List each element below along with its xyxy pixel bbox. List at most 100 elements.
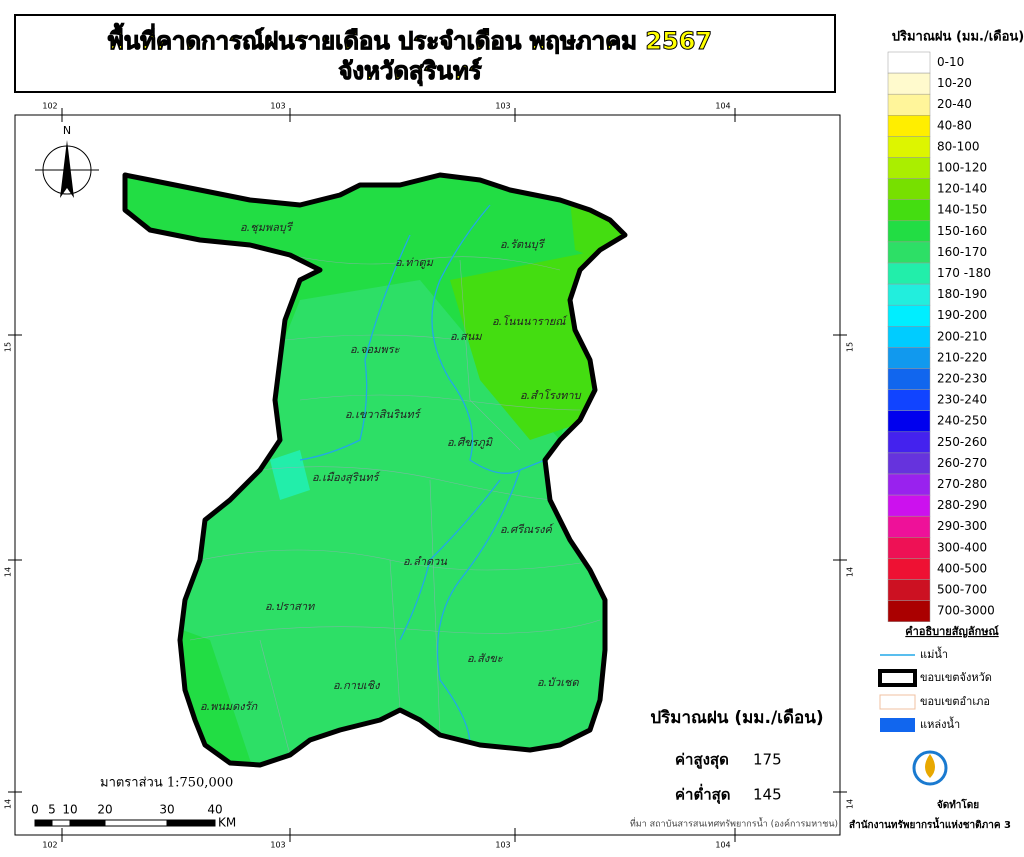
legend-swatch: [887, 136, 931, 158]
scale-text: มาตราส่วน 1:750,000: [100, 776, 233, 791]
rivers: [299, 204, 546, 746]
sym-district: [879, 694, 916, 710]
sym-water: [880, 718, 915, 732]
legend-swatch: [887, 241, 931, 264]
legend-label: 190-200: [937, 308, 987, 322]
district-label: อ.ลำดวน: [403, 555, 447, 568]
legend-label: 80-100: [937, 139, 980, 153]
scale-segment: [69, 819, 106, 827]
legend-label: 140-150: [937, 203, 987, 217]
legend-swatch: [887, 51, 931, 74]
legend-swatch: [887, 347, 931, 369]
legend-label: 240-250: [937, 414, 987, 428]
district-label: อ.รัตนบุรี: [500, 238, 546, 251]
legend-label: 120-140: [937, 182, 987, 196]
district-label: อ.บัวเชด: [537, 676, 579, 689]
scale-segment: [166, 819, 216, 827]
scale-segment: [51, 819, 71, 827]
grid-label-bottom: 103: [495, 841, 510, 850]
legend-swatch: [887, 473, 931, 496]
legend-swatch: [887, 494, 931, 517]
credit-org: สำนักงานทรัพยากรน้ำแห่งชาติภาค 3: [849, 817, 1011, 831]
scale-tick: 5: [48, 803, 56, 817]
legend-label: 100-120: [937, 161, 987, 175]
district-label: อ.โนนนารายณ์: [492, 315, 568, 328]
legend-label: 200-210: [937, 329, 987, 343]
legend-swatch: [887, 157, 931, 179]
grid-label-right: 14: [846, 567, 855, 577]
legend-swatch: [887, 72, 931, 95]
legend-label: 270-280: [937, 477, 987, 491]
legend-label: 260-270: [937, 456, 987, 470]
legend-label: 10-20: [937, 76, 972, 90]
legend-swatch: [887, 326, 931, 348]
legend-label: 500-700: [937, 583, 987, 597]
legend-swatch: [887, 537, 931, 559]
legend-label: 400-500: [937, 561, 987, 575]
district-label: อ.พนมดงรัก: [200, 700, 259, 713]
legend-label: 0-10: [937, 55, 964, 69]
stats-max: 175: [753, 751, 782, 769]
district-label: อ.จอมพระ: [350, 343, 401, 356]
credit-label: จัดทำโดย: [937, 798, 979, 811]
legend-label: 700-3000: [937, 604, 995, 618]
legend-swatch: [887, 93, 931, 116]
grid-label-bottom: 103: [270, 841, 285, 850]
grid-label-top: 103: [495, 102, 510, 111]
grid-label-right: 15: [846, 342, 855, 352]
scale-segment: [104, 819, 168, 827]
district-label: อ.สำโรงทาบ: [520, 389, 582, 402]
legend-swatch: [887, 515, 931, 538]
legend-label: 220-230: [937, 372, 987, 386]
district-boundaries: [189, 254, 601, 756]
symbol-label: ขอบเขตอำเภอ: [920, 695, 990, 708]
grid-label-top: 102: [42, 102, 57, 111]
legend-title: ปริมาณฝน (มม./เดือน): [892, 29, 1024, 45]
grid-label-left: 14: [4, 799, 13, 809]
grid-label-right: 14: [846, 799, 855, 809]
district-label: อ.เขวาสินรินทร์: [345, 408, 423, 421]
legend-swatch: [887, 410, 931, 433]
symbols-title: คำอธิบายสัญลักษณ์: [905, 625, 999, 638]
district-label: อ.ศีขรภูมิ: [447, 436, 493, 449]
stats-max-label: ค่าสูงสุด: [675, 751, 729, 770]
district-label: อ.สังขะ: [467, 652, 504, 665]
scale-segment: [34, 819, 53, 827]
legend-label: 250-260: [937, 435, 987, 449]
legend-swatch: [887, 389, 931, 411]
symbol-label: ขอบเขตจังหวัด: [920, 671, 992, 684]
zone-170-180: [270, 450, 310, 500]
legend-label: 20-40: [937, 97, 972, 111]
legend-swatch: [887, 452, 931, 475]
scale-tick: 30: [159, 803, 174, 817]
legend-swatch: [887, 600, 931, 622]
legend-swatch: [887, 304, 931, 327]
district-label: อ.กาบเชิง: [333, 679, 381, 692]
legend-swatch: [887, 220, 931, 243]
district-label: อ.ท่าตูม: [395, 256, 434, 269]
district-label: อ.ชุมพลบุรี: [240, 221, 294, 234]
legend-label: 290-300: [937, 519, 987, 533]
grid-label-left: 14: [4, 567, 13, 577]
legend-swatch: [887, 431, 931, 454]
scale-unit: KM: [218, 816, 236, 830]
grid-label-bottom: 102: [42, 841, 57, 850]
scale-tick: 40: [207, 803, 222, 817]
title: พื้นที่คาดการณ์ฝนรายเดือน ประจำเดือน พฤษ…: [108, 22, 712, 55]
logo: [912, 750, 948, 786]
symbol-label: แม่น้ำ: [920, 646, 948, 661]
legend-label: 160-170: [937, 245, 987, 259]
legend-label: 170 -180: [937, 266, 991, 280]
district-label: อ.ศรีณรงค์: [500, 523, 555, 536]
stats-min-label: ค่าต่ำสุด: [675, 784, 731, 805]
legend-swatch: [887, 283, 931, 306]
source: ที่มา สถาบันสารสนเทศทรัพยากรน้ำ (องค์การ…: [630, 817, 838, 830]
grid-label-left: 15: [4, 342, 13, 352]
title-box: [14, 14, 836, 93]
legend-swatch: [887, 199, 931, 222]
stats-box: [635, 700, 835, 812]
grid-label-bottom: 104: [715, 841, 730, 850]
subtitle: จังหวัดสุรินทร์: [338, 57, 481, 87]
